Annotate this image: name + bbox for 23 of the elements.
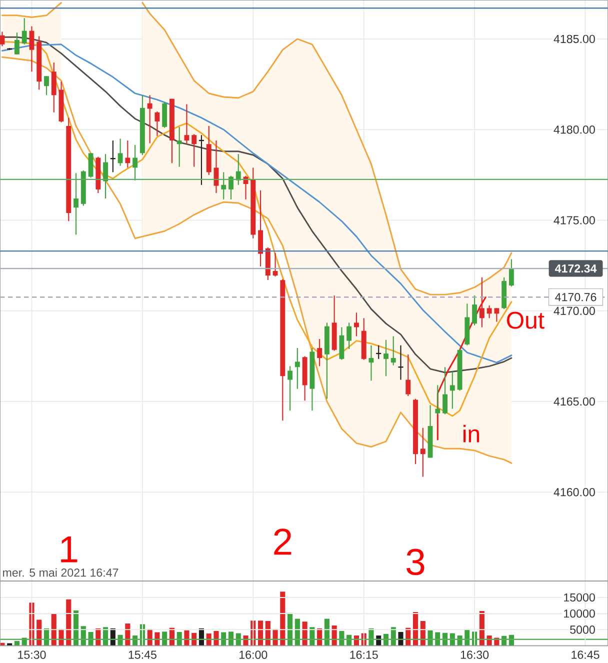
y-tick-label: 4185.00	[554, 34, 595, 44]
y-tick-label: 4175.00	[554, 216, 595, 224]
y-tick-label: 5000	[570, 626, 595, 634]
y-tick-label: 10000	[564, 609, 595, 618]
x-tick-label: 16:15	[350, 650, 378, 659]
x-tick-label: 15:30	[18, 650, 46, 659]
y-tick-label: 4170.00	[554, 306, 595, 315]
x-tick-label: 16:30	[460, 650, 489, 659]
annotation: 3	[406, 548, 424, 576]
x-tick-label: 15:45	[128, 650, 156, 659]
ref-line-label: 4172.34	[554, 264, 597, 273]
y-tick-label: 4165.00	[554, 397, 595, 406]
annotation: mer. 5 mai 2021 16:47	[3, 568, 118, 577]
y-tick-label: 15000	[564, 593, 595, 602]
annotation: 1	[61, 536, 78, 562]
y-tick-label: 4160.00	[554, 488, 595, 496]
x-tick-label: 16:45	[572, 650, 600, 659]
x-tick-label: 16:00	[240, 650, 268, 659]
ref-line-label: 4170.76	[555, 292, 596, 302]
y-tick-label: 4180.00	[554, 125, 595, 134]
annotation: Out	[507, 312, 544, 329]
annotation: in	[464, 424, 480, 442]
annotation: 2	[274, 528, 292, 555]
